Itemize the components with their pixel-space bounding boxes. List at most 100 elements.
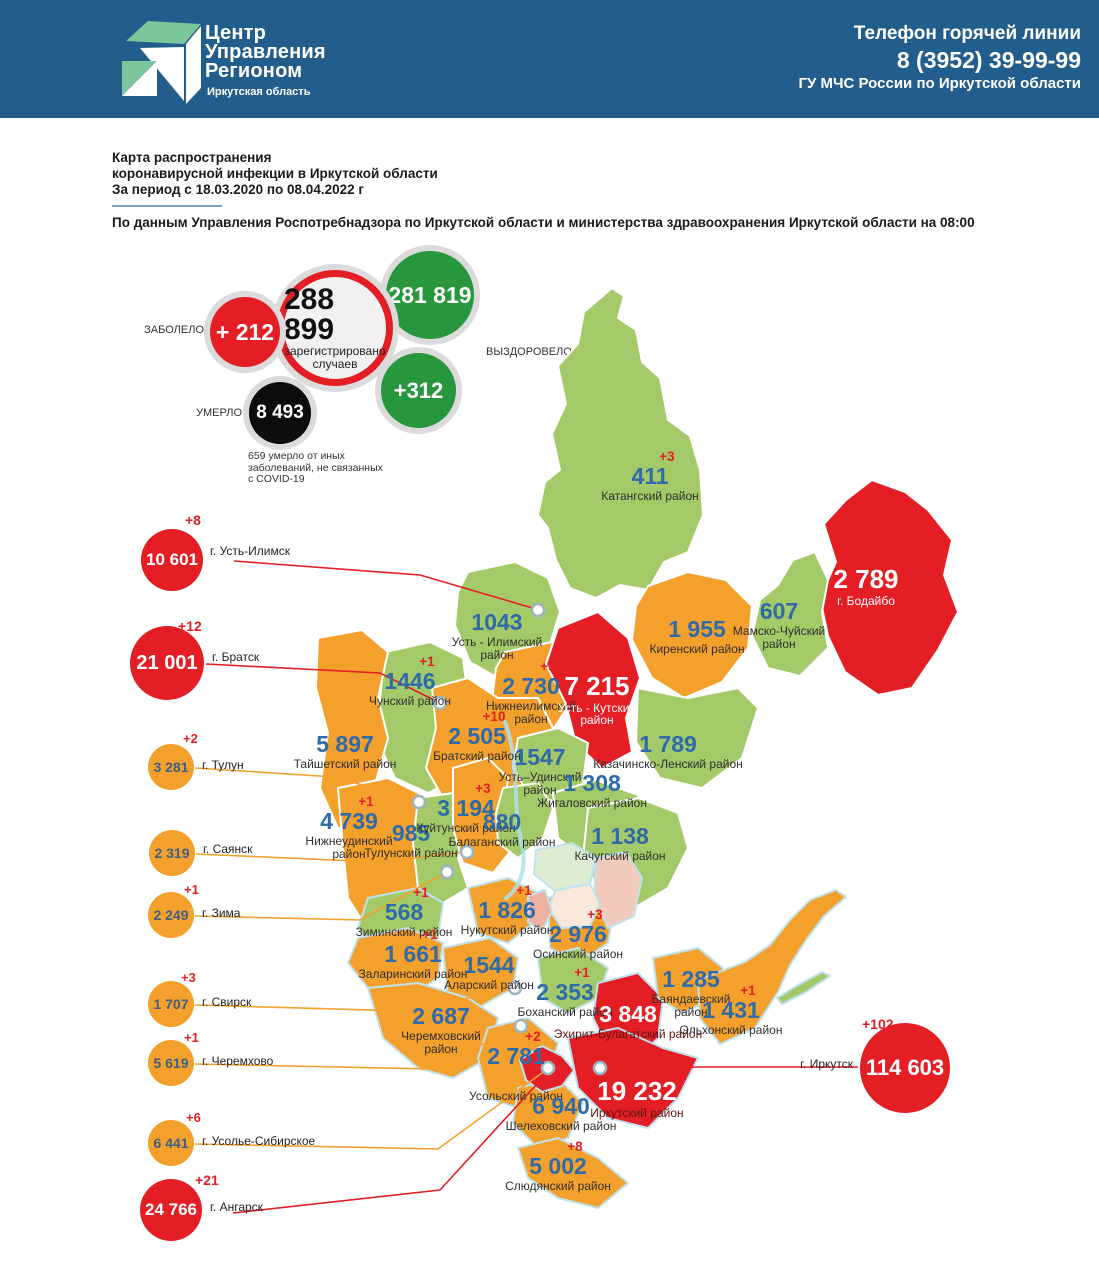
region-label-ekhirit-bulagatsky: 3 848 Эхирит-Булагатский район [553, 1001, 703, 1041]
region-label-ust-ilimsky: 1043 Усть - Илимский район [441, 610, 553, 661]
callout-line-svirsk [194, 988, 514, 1012]
region-value: 3 194 [437, 795, 495, 821]
region-name: Зиминский район [355, 925, 453, 940]
city-increment: +8 [185, 512, 201, 528]
region-shape-irkutsky [567, 1027, 699, 1129]
recovered-total-value: 281 819 [388, 281, 472, 308]
region-increment: +14 [642, 1062, 666, 1077]
region-name: Нижнеилимский район [485, 699, 576, 726]
region-value: 1 826 [478, 897, 536, 923]
region-name: Боханский район [517, 1005, 613, 1020]
city-value: 10 601 [146, 550, 198, 569]
city-name: г. Усолье-Сибирское [202, 1134, 316, 1148]
region-value: 1446 [384, 668, 436, 694]
recovered-increment-value: +312 [393, 377, 444, 403]
callout-line-usolye [194, 1069, 547, 1150]
callout-line-sayansk [195, 851, 466, 863]
region-value: 1547 [514, 744, 566, 770]
region-shape-bodaibinsky [819, 479, 959, 696]
region-increment: +1 [606, 657, 622, 672]
city-marker-bratsk [432, 695, 448, 711]
registered-value: 288 899 [284, 283, 335, 346]
region-name: Черемховский район [401, 1029, 481, 1056]
city-circle-cheremkhovo: 5 619 [148, 1040, 194, 1086]
registered-circle: 288 899 зарегистрировано случаев [277, 270, 393, 386]
sick-increment-value: + 212 [215, 318, 275, 345]
region-name: Ольхонский район [679, 1023, 783, 1038]
olkhon-island-shape [776, 971, 831, 1005]
city-name: г. Усть-Илимск [210, 544, 290, 558]
region-value: 2 353 [536, 979, 594, 1005]
city-value: 2 249 [153, 907, 189, 923]
region-name: Жигаловский район [537, 796, 647, 811]
city-circle-zima: 2 249 [148, 892, 194, 938]
region-name: Усть - Кутский район [557, 700, 637, 728]
region-label-bokhansky: +1 2 353 Боханский район [509, 966, 621, 1019]
region-name: Качугский район [574, 849, 666, 864]
region-label-nukutsky: +1 1 826 Нукутский район [451, 884, 563, 937]
city-value: 6 441 [153, 1135, 189, 1151]
region-increment: +10 [482, 709, 506, 724]
region-name: Осинский район [532, 947, 623, 962]
region-label-shelekhovsky: 6 940 Шелеховский район [505, 1094, 617, 1133]
hotline-label: Телефон горячей линии [853, 23, 1081, 44]
city-value: 21 001 [136, 651, 198, 674]
region-increment: +1 [422, 927, 438, 942]
region-value: 2 505 [448, 723, 506, 749]
region-value: 1 431 [702, 997, 760, 1023]
region-increment: +3 [659, 449, 675, 464]
region-increment: +1 [358, 794, 374, 809]
region-label-kuitunsky: +3 3 194 Куйтунский район [410, 782, 522, 835]
city-name: г. Черемхово [202, 1054, 274, 1068]
region-label-mamsko-chuisky: 607 Мамско-Чуйский район [723, 598, 835, 650]
region-label-ust-kutsky: +1 7 215 Усть - Кутский район [541, 658, 653, 727]
city-increment: +1 [184, 1030, 199, 1045]
region-shape-mamsko-chuisky [751, 551, 829, 677]
region-name: г. Бодайбо [837, 593, 895, 608]
died-label: УМЕРЛО [196, 407, 242, 419]
org-name-line: Регионом [205, 60, 303, 82]
region-value: 880 [482, 809, 522, 835]
region-value: 2 730 [502, 673, 560, 699]
city-name: г. Свирск [202, 995, 252, 1009]
city-marker-cheremkhovo [513, 1018, 529, 1034]
region-increment: +5 [540, 659, 556, 674]
region-value: 19 232 [597, 1076, 677, 1106]
org-name-line: Центр [205, 22, 267, 44]
region-value: 2 976 [549, 921, 607, 947]
recovered-increment-circle: +312 [381, 353, 456, 428]
region-value: 1 138 [591, 823, 649, 849]
region-name: Куйтунский район [416, 821, 516, 836]
died-note-line: 659 умерло от иных [248, 450, 345, 462]
reservoir-water-line [503, 720, 526, 900]
region-name: Тайшетский район [293, 757, 397, 772]
region-value: 1 955 [668, 616, 726, 642]
region-name: Чунский район [369, 694, 451, 709]
title-line-3: За период с 18.03.2020 по 08.04.2022 г [112, 182, 364, 197]
region-name: Слюдянский район [505, 1179, 611, 1194]
region-label-taishetsky: 5 897 Тайшетский район [289, 732, 401, 772]
callout-line-bratsk [205, 663, 439, 703]
region-name: Иркутский район [590, 1105, 684, 1120]
city-value: 114 603 [865, 1055, 945, 1080]
region-label-kazachinsko-lensky: 1 789 Казачинско-Ленский район [593, 732, 743, 771]
sick-increment-circle: + 212 [210, 297, 280, 367]
data-source-line: По данным Управления Роспотребнадзора по… [112, 215, 975, 230]
title-block: Карта распространения коронавирусной инф… [112, 150, 975, 231]
city-increment: +21 [195, 1172, 219, 1188]
region-name: Балаганский район [448, 835, 556, 850]
region-label-irkutsky: +14 19 232 Иркутский район [581, 1063, 693, 1119]
region-name: Баяндаевский район [651, 992, 731, 1019]
city-marker-ust-ilimsk [530, 602, 546, 618]
city-value: 2 319 [154, 845, 190, 861]
city-value: 1 707 [153, 996, 189, 1012]
region-increment: +1 [740, 983, 756, 998]
region-shape-kazachinsko-lensky [635, 687, 759, 789]
city-increment: +1 [184, 882, 199, 897]
region-value: 607 [759, 598, 799, 624]
region-increment: +1 [419, 654, 435, 669]
died-note-line: с COVID-19 [248, 473, 305, 485]
region-value: 3 848 [599, 1001, 657, 1027]
city-circle-ust-ilimsk: 10 601 [141, 529, 203, 591]
city-name: г. Иркутск [800, 1057, 853, 1071]
